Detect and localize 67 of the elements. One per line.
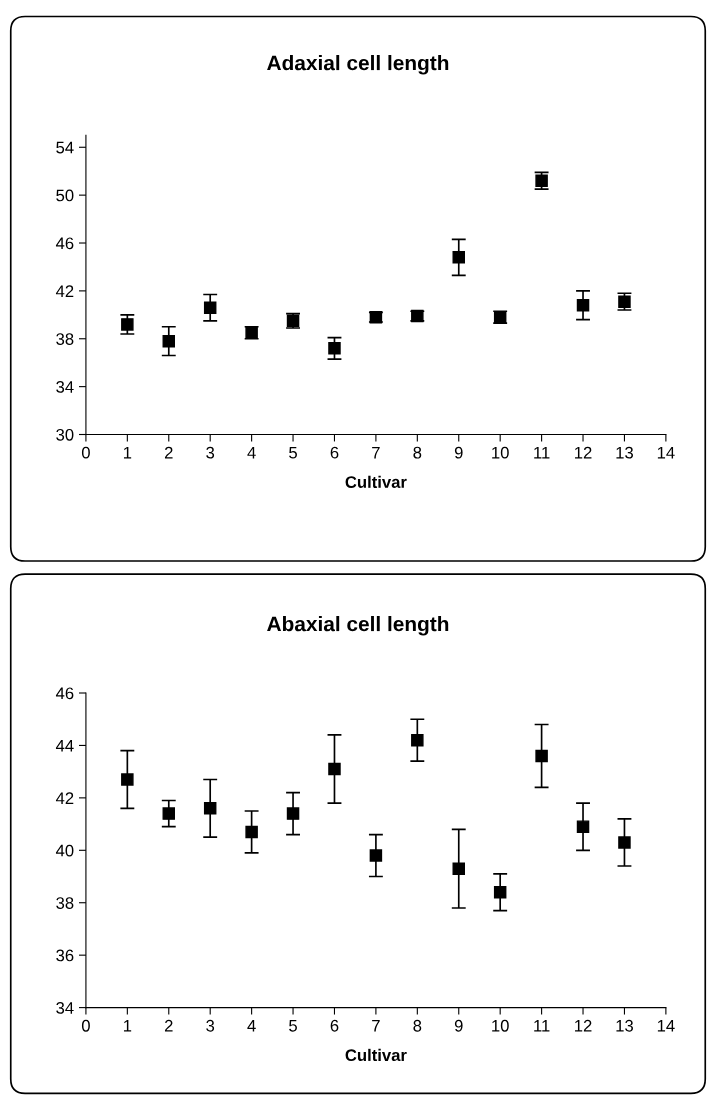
y-tick-label: 34: [56, 1002, 74, 1014]
x-tick-label: 5: [289, 446, 297, 459]
x-tick-label: 6: [330, 446, 339, 459]
x-tick-label: 4: [247, 1020, 256, 1032]
y-tick-label: 38: [56, 333, 74, 345]
x-tick-label: 1: [123, 446, 132, 459]
y-tick-label: 42: [55, 792, 74, 804]
x-axis-title: Cultivar: [345, 1048, 407, 1062]
x-tick-label: 3: [206, 1019, 215, 1032]
x-tick-label: 14: [657, 1020, 675, 1032]
point: [328, 762, 341, 776]
y-tick-label: 46: [55, 237, 74, 250]
point: [203, 802, 217, 815]
y-tick-label: 34: [56, 381, 74, 393]
x-tick-label: 13: [616, 446, 633, 459]
x-tick-label: 3: [206, 446, 215, 459]
x-tick-label: 11: [534, 1020, 550, 1032]
x-tick-label: 10: [492, 1019, 509, 1032]
point: [535, 749, 548, 763]
point: [328, 342, 341, 355]
x-tick-label: 9: [454, 1019, 463, 1032]
y-tick-label: 54: [56, 141, 74, 154]
y-tick-label: 40: [55, 844, 74, 857]
point: [245, 825, 258, 839]
chart-title: Abaxial cell length: [267, 616, 449, 636]
x-axis-title: Cultivar: [345, 475, 407, 488]
x-tick-label: 12: [575, 446, 592, 459]
y-tick-label: 44: [55, 740, 74, 752]
x-tick-label: 14: [657, 446, 675, 459]
point: [452, 251, 466, 264]
x-tick-label: 2: [164, 1019, 173, 1032]
point: [369, 849, 383, 862]
y-tick-label: 30: [56, 428, 74, 441]
point: [411, 733, 424, 747]
x-tick-label: 7: [372, 446, 380, 459]
x-tick-label: 11: [534, 446, 550, 459]
x-tick-label: 5: [289, 1020, 297, 1032]
x-tick-label: 9: [454, 446, 463, 459]
x-tick-label: 12: [575, 1019, 592, 1032]
x-tick-label: 13: [616, 1019, 633, 1032]
point: [576, 298, 590, 312]
x-tick-label: 1: [123, 1020, 132, 1032]
y-tick-label: 42: [55, 285, 74, 297]
y-tick-label: 50: [56, 189, 74, 202]
chart-title: Adaxial cell length: [267, 55, 449, 75]
point: [203, 301, 217, 314]
point: [162, 807, 176, 820]
point: [493, 885, 507, 899]
y-tick-label: 36: [56, 949, 74, 962]
point: [618, 836, 631, 849]
point: [452, 862, 466, 875]
point: [121, 318, 134, 331]
x-tick-label: 8: [413, 446, 422, 459]
x-tick-label: 0: [81, 446, 90, 459]
point: [162, 334, 176, 348]
x-tick-label: 2: [164, 446, 173, 459]
x-tick-label: 8: [413, 1019, 422, 1032]
x-tick-label: 4: [247, 446, 256, 459]
y-tick-label: 46: [55, 687, 74, 700]
point: [121, 773, 134, 786]
x-tick-label: 6: [330, 1019, 339, 1032]
point: [286, 807, 300, 820]
x-tick-label: 10: [492, 446, 509, 459]
x-tick-label: 0: [81, 1019, 90, 1032]
point: [576, 820, 590, 833]
y-tick-label: 38: [56, 897, 74, 909]
x-tick-label: 7: [372, 1020, 380, 1032]
